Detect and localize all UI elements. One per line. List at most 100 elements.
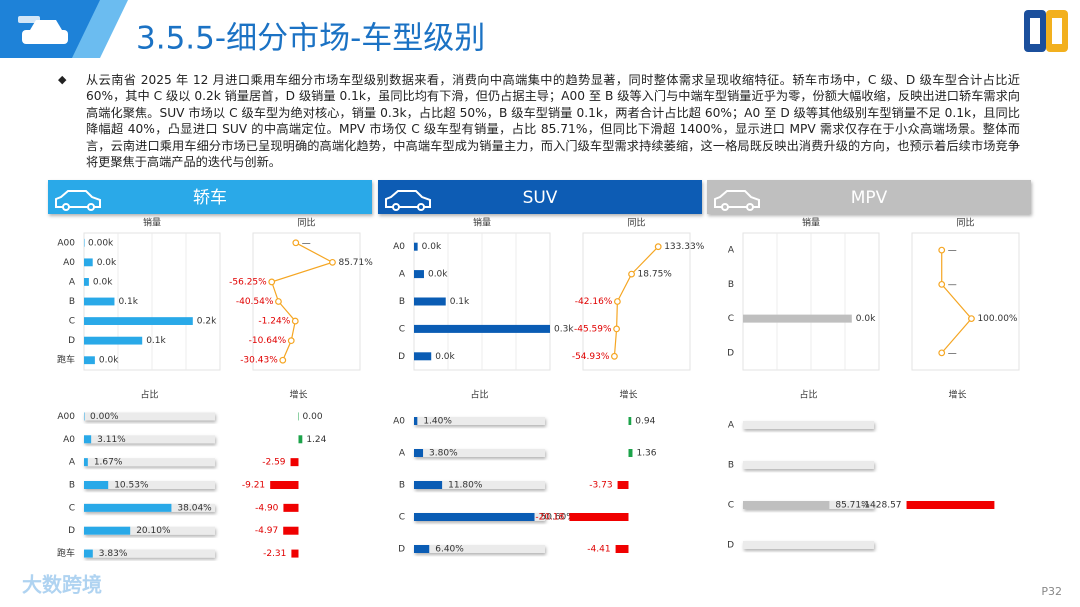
value-label: 0.0k: [422, 242, 442, 252]
point: [292, 239, 300, 247]
value-label: 85.71%: [835, 501, 870, 511]
bar: [628, 449, 633, 457]
car-outline: [55, 190, 101, 208]
header-car-icon: [18, 16, 68, 44]
point: [268, 278, 276, 286]
car-outline: [385, 190, 431, 208]
bar-track: [414, 545, 545, 553]
value-label: 10.53%: [114, 481, 149, 491]
value-label: 0.00k: [88, 238, 114, 248]
category-label: A: [69, 458, 76, 468]
bar: [298, 435, 303, 444]
point: [628, 270, 635, 278]
category-label: D: [398, 545, 405, 555]
plot-frame: [252, 232, 361, 371]
bar: [414, 449, 424, 457]
wheel: [721, 203, 729, 211]
chart-title: 占比: [799, 389, 817, 401]
page-number: P32: [1041, 585, 1062, 598]
chart-title: 增长: [619, 389, 637, 401]
value-label: 38.04%: [177, 503, 212, 513]
bar: [84, 336, 143, 345]
point: [275, 298, 282, 305]
value-label: 18.75%: [638, 270, 673, 280]
plot-frame: [911, 232, 1020, 371]
bar: [414, 513, 535, 521]
value-label: —: [948, 280, 957, 290]
point: [613, 298, 621, 305]
value-label: -10.64%: [249, 336, 287, 346]
value-label: -9.21: [242, 481, 265, 491]
bar: [84, 258, 93, 267]
value-label: 0.1k: [146, 336, 166, 346]
value-label: 0.0k: [93, 277, 113, 287]
logo: [1024, 10, 1068, 52]
bar: [414, 242, 418, 251]
value-label: 100.00%: [977, 314, 1017, 324]
value-label: 11.80%: [448, 481, 483, 491]
panel-header: [707, 180, 1031, 214]
category-label: A: [69, 277, 76, 287]
category-label: A0: [63, 258, 75, 268]
category-label: D: [398, 352, 405, 362]
value-label: -42.16%: [575, 297, 613, 307]
point: [279, 356, 287, 364]
value-label: —: [948, 348, 957, 358]
summary: 从云南省 2025 年 12 月进口乘用车细分市场车型级别数据来看，消费向中高端…: [86, 73, 1020, 170]
panel-title: SUV: [523, 188, 558, 208]
chart-title: 占比: [470, 389, 488, 401]
category-label: A0: [393, 242, 405, 252]
wheel: [87, 203, 95, 211]
point: [291, 317, 299, 325]
bar: [283, 526, 299, 535]
bar-track: [84, 435, 215, 444]
bar-track: [84, 458, 215, 467]
bar: [743, 501, 830, 509]
category-label: 跑车: [57, 547, 75, 559]
value-label: -4.97: [255, 526, 278, 536]
bar: [84, 412, 85, 421]
chart-title: 同比: [627, 217, 645, 229]
value-label: 6.40%: [435, 545, 464, 555]
bar: [291, 549, 299, 558]
chart-title: 销量: [802, 217, 820, 229]
category-label: C: [69, 317, 75, 327]
bar: [84, 458, 88, 467]
point: [968, 315, 975, 323]
bullet: ◆: [58, 73, 67, 86]
value-label: 0.1k: [450, 297, 470, 307]
value-label: 0.0k: [97, 258, 117, 268]
category-label: D: [68, 526, 75, 536]
value-label: 1.40%: [423, 417, 452, 427]
value-label: -4.41: [587, 545, 610, 555]
header-stripe: [72, 0, 128, 58]
bar: [569, 513, 629, 521]
value-label: 0.0k: [99, 356, 119, 366]
wheel: [746, 203, 754, 211]
bar-track: [84, 412, 215, 421]
category-label: A00: [57, 238, 75, 248]
bar: [743, 314, 852, 323]
bar-track: [84, 526, 215, 535]
value-label: -45.59%: [574, 324, 612, 334]
bar: [414, 270, 424, 279]
bar: [84, 481, 109, 489]
trend-line: [613, 246, 659, 357]
value-label: —: [302, 238, 311, 248]
value-label: -1.24%: [258, 317, 290, 327]
panel-header: [378, 180, 702, 214]
value-label: 0.0k: [428, 270, 448, 280]
value-label: -30.43%: [240, 356, 278, 366]
bar: [84, 435, 92, 444]
category-label: A: [728, 421, 735, 431]
point: [654, 243, 662, 251]
category-label: D: [68, 336, 75, 346]
value-label: -1428.57: [861, 501, 901, 511]
chart-title: 同比: [956, 217, 974, 229]
value-label: -4.90: [255, 503, 279, 513]
bar: [906, 501, 995, 509]
value-label: -20.18: [535, 513, 564, 523]
category-label: C: [69, 503, 75, 513]
